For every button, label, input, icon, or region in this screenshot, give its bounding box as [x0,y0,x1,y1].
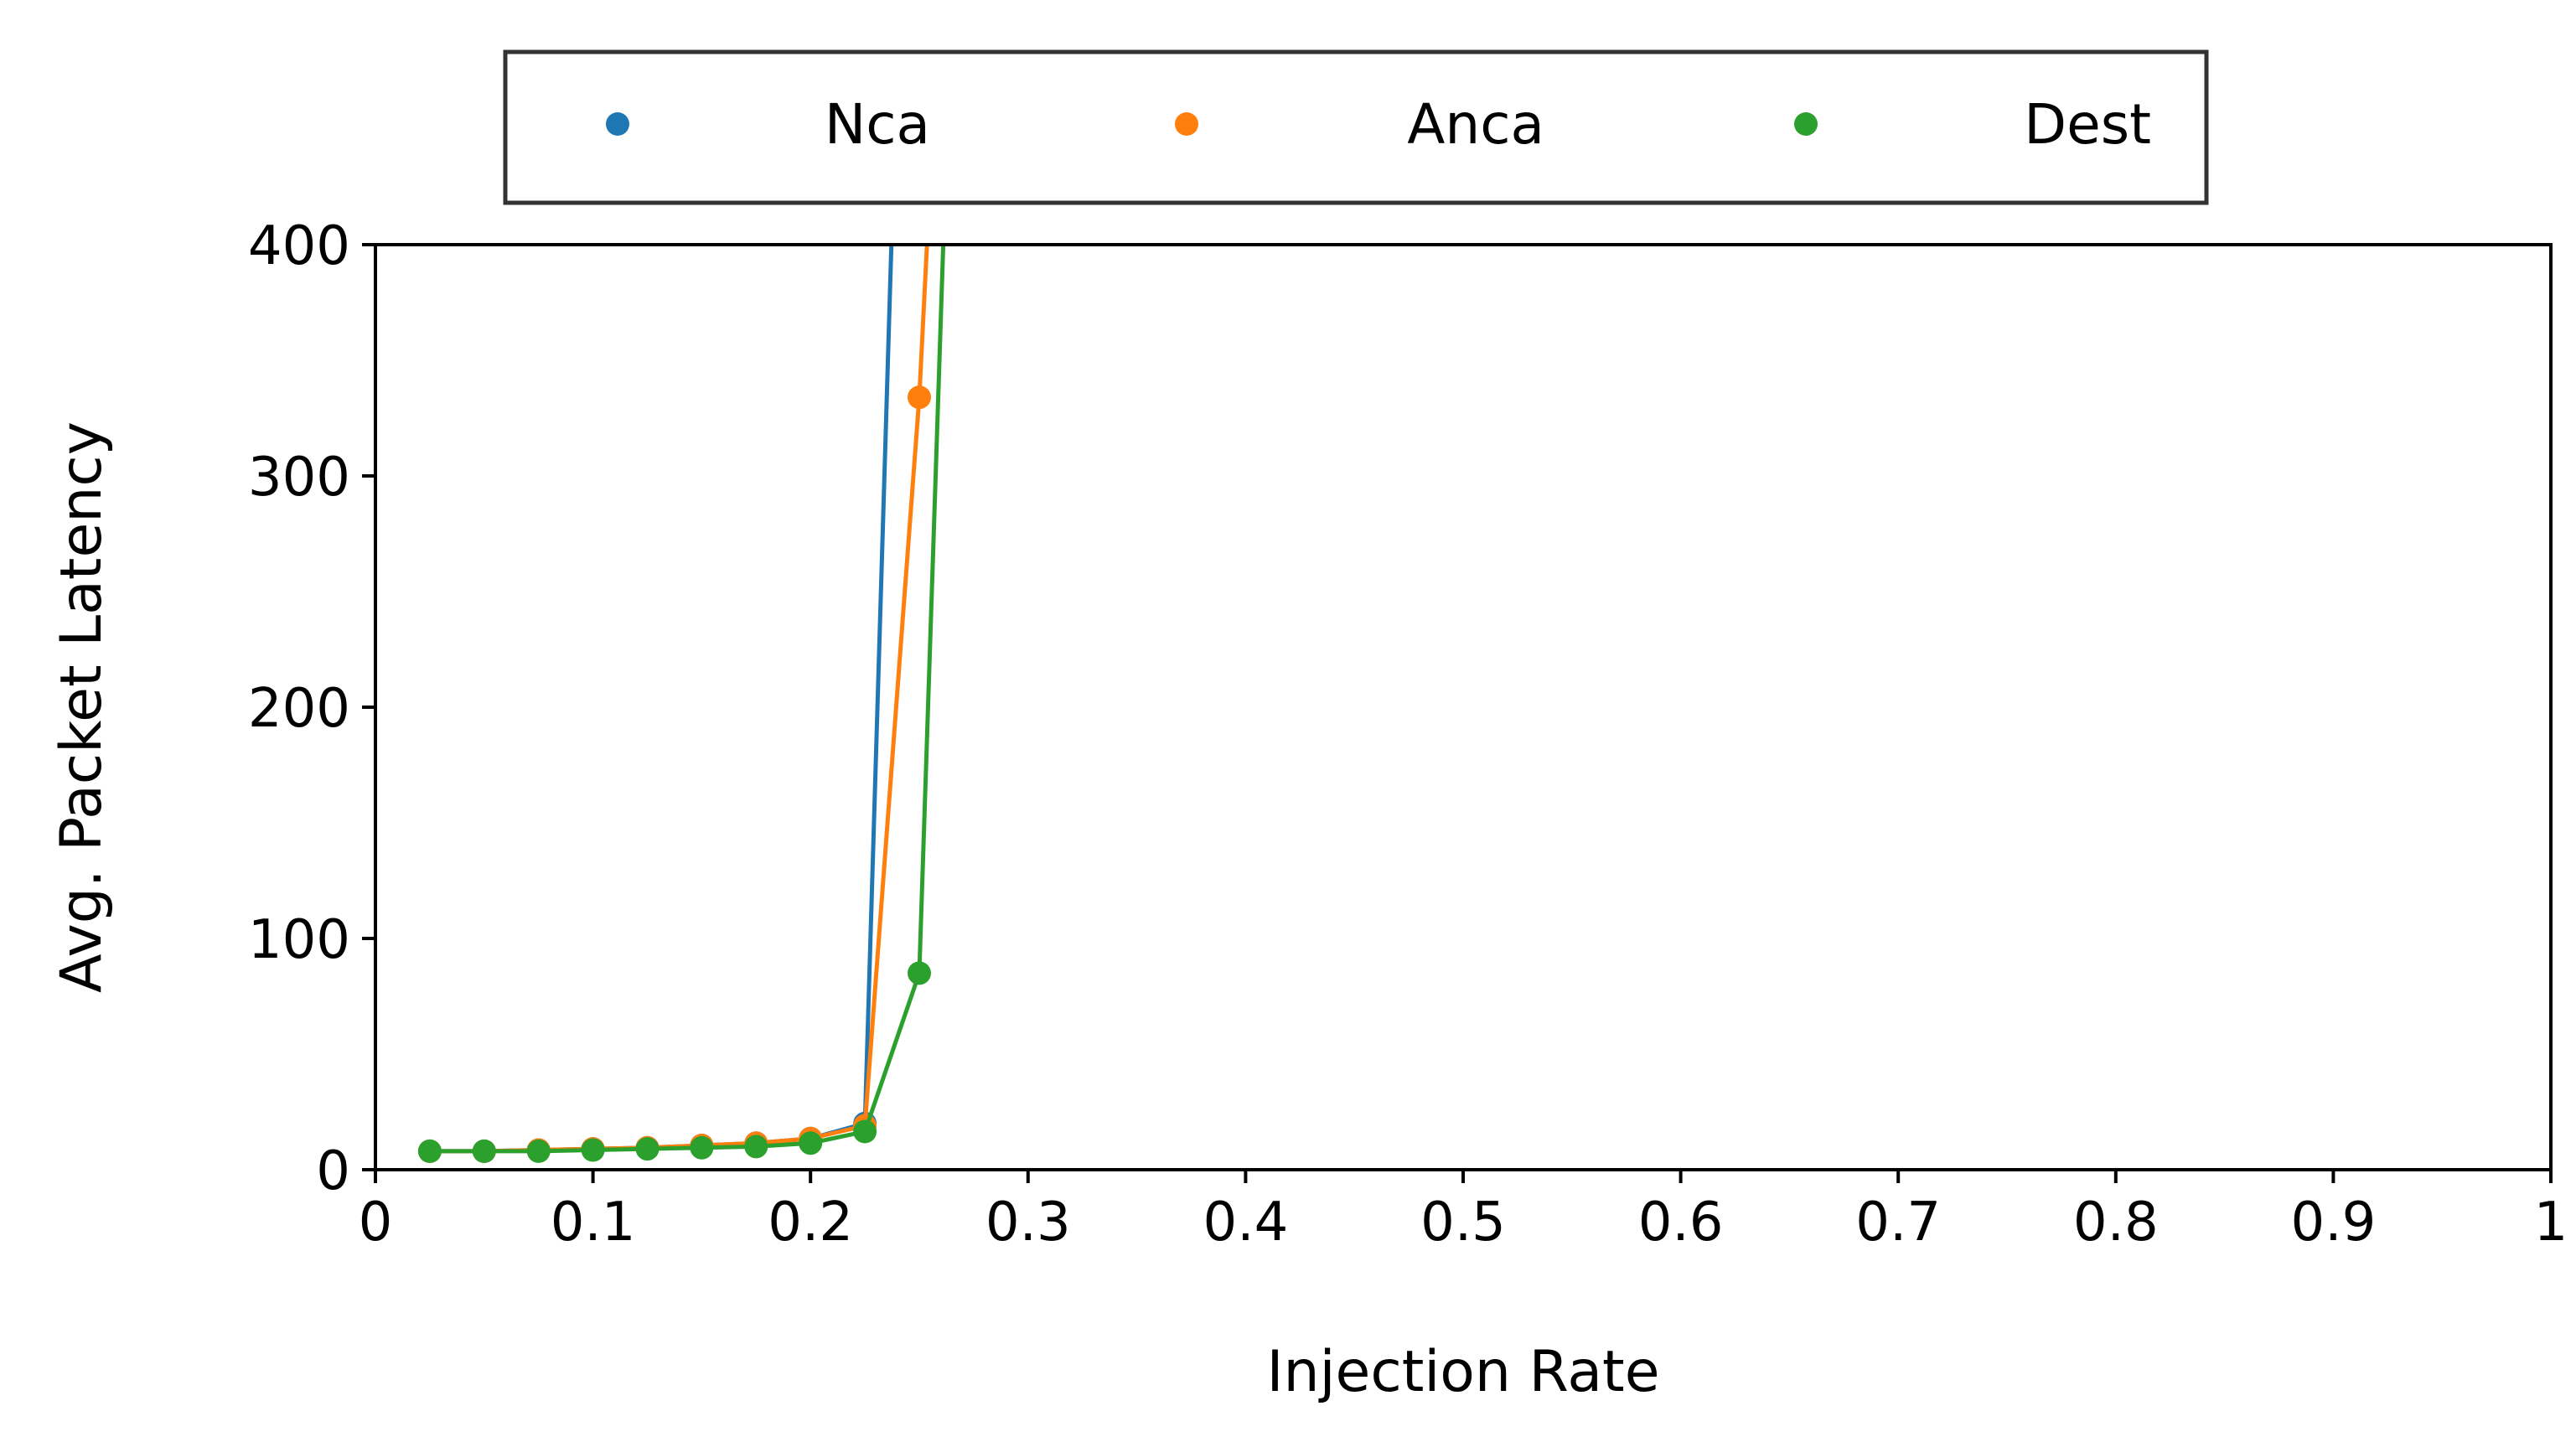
x-tick-label: 0.9 [2291,1191,2377,1253]
y-tick-label: 200 [248,678,350,740]
data-point [526,1139,551,1163]
legend: Nca Anca Dest [503,49,2209,205]
data-point [908,385,931,410]
legend-frame [503,49,2209,205]
data-point [635,1137,660,1161]
x-tick-label: 0.1 [551,1191,636,1253]
series-layer [417,245,946,1163]
plot-area-frame [374,243,2553,1171]
legend-label: Anca [1407,92,1544,157]
x-axis-label: Injection Rate [1266,1339,1659,1405]
data-point [690,1135,714,1160]
legend-marker [1794,112,1818,136]
x-tick-label: 1 [2534,1191,2568,1253]
data-point [908,961,931,985]
y-axis-label: Avg. Packet Latency [49,421,115,993]
x-tick-label: 0.7 [1855,1191,1941,1253]
data-point [472,1139,496,1163]
legend-marker [1175,112,1198,136]
legend-marker [606,112,629,136]
data-point [799,1131,823,1155]
y-tick-label: 400 [248,215,350,277]
y-tick-label: 100 [248,909,350,971]
data-point [417,1139,442,1163]
legend-entries: Nca Anca Dest [606,92,2151,157]
x-tick-label: 0.4 [1203,1191,1289,1253]
x-tick-label: 0.3 [985,1191,1071,1253]
x-tick-label: 0.5 [1420,1191,1506,1253]
y-axis-ticks: 0 100 200 300 400 [248,215,375,1202]
x-axis-ticks: 0 0.1 0.2 0.3 0.4 0.5 0.6 0.7 0.8 0.9 1 [359,1170,2568,1253]
y-tick-label: 300 [248,447,350,509]
data-point [581,1138,605,1162]
x-tick-label: 0.2 [768,1191,853,1253]
x-tick-label: 0 [359,1191,393,1253]
data-point [853,1119,877,1144]
legend-label: Nca [825,92,930,157]
series-dest [417,245,946,1163]
x-tick-label: 0.8 [2073,1191,2159,1253]
y-tick-label: 0 [316,1140,350,1202]
data-point [744,1135,768,1159]
x-tick-label: 0.6 [1638,1191,1724,1253]
legend-label: Dest [2024,92,2151,157]
